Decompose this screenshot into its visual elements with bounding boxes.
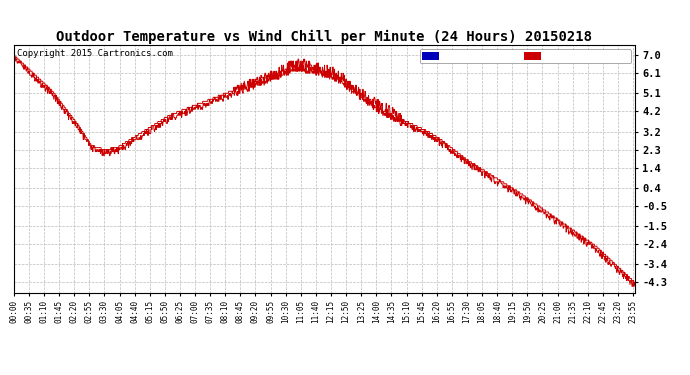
Text: Copyright 2015 Cartronics.com: Copyright 2015 Cartronics.com <box>17 49 172 58</box>
Title: Outdoor Temperature vs Wind Chill per Minute (24 Hours) 20150218: Outdoor Temperature vs Wind Chill per Mi… <box>57 30 592 44</box>
Legend: Wind Chill  (°F), Temperature  (°F): Wind Chill (°F), Temperature (°F) <box>420 49 631 63</box>
